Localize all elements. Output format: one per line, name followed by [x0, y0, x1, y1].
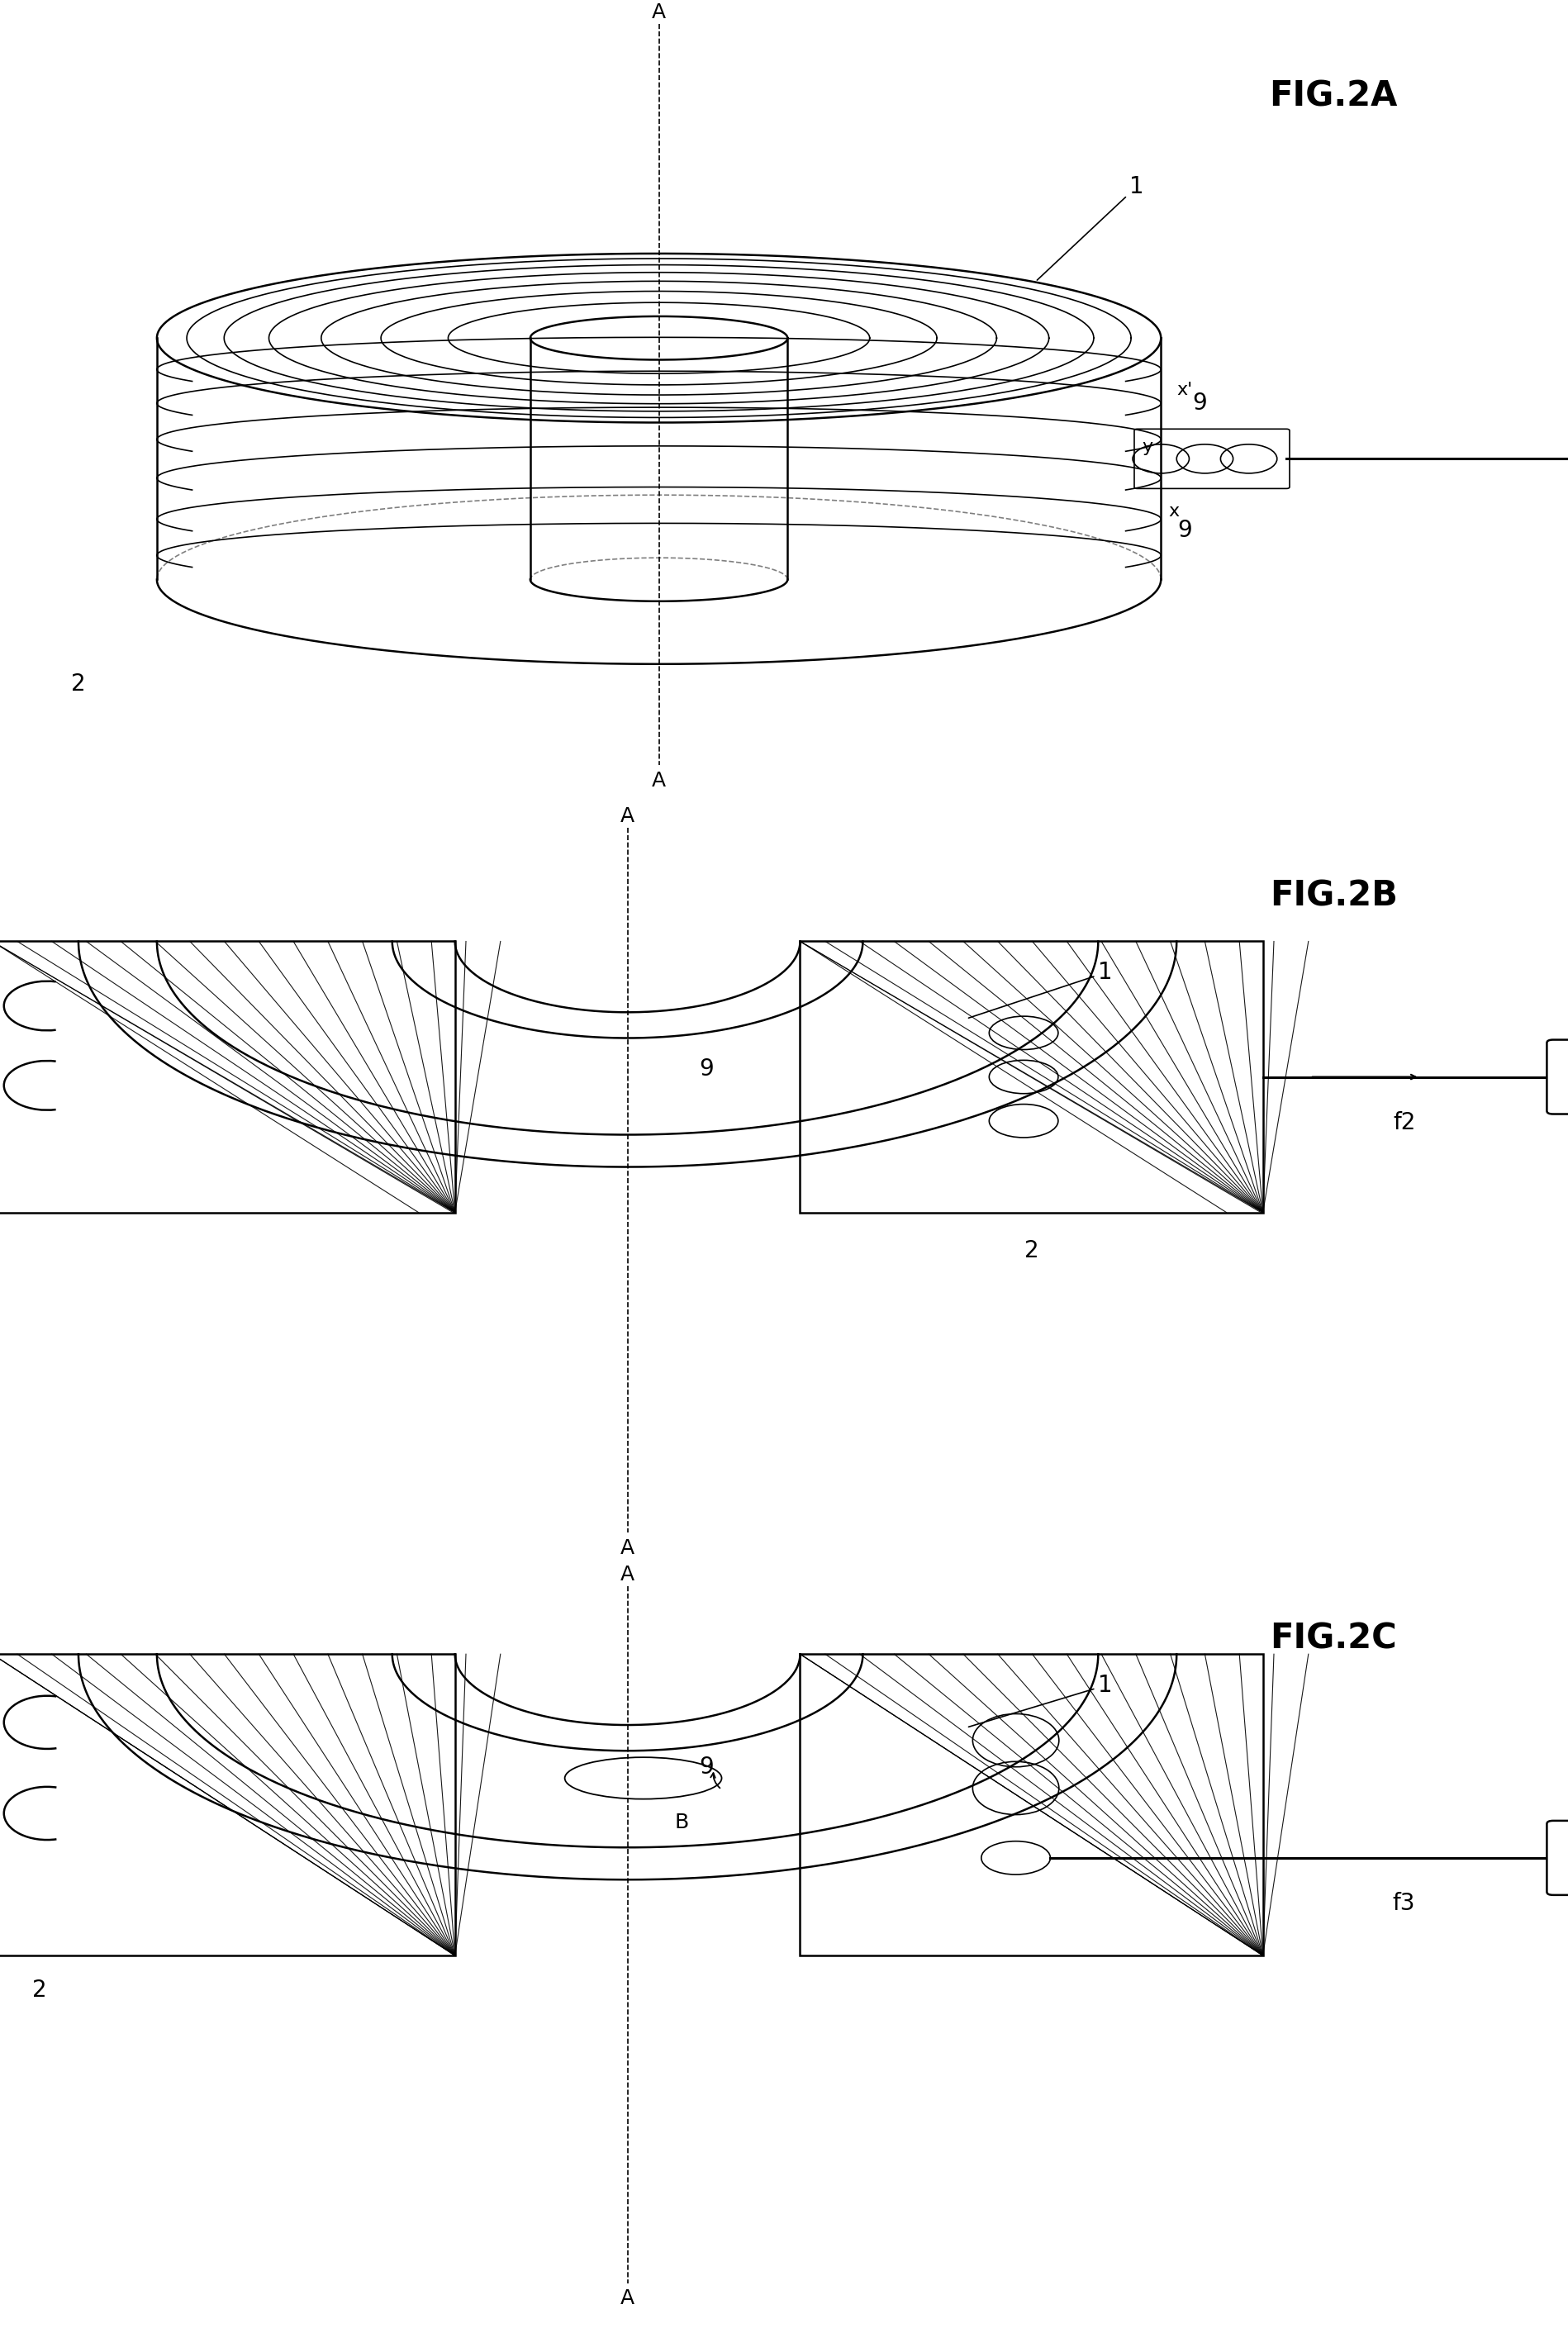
Text: f3: f3 — [1392, 1892, 1414, 1915]
Text: A: A — [651, 770, 666, 791]
Text: FIG.2A: FIG.2A — [1269, 79, 1397, 114]
Text: A: A — [619, 2289, 635, 2307]
Text: x': x' — [1176, 383, 1192, 399]
Text: 9: 9 — [699, 1057, 713, 1080]
Text: 1: 1 — [967, 961, 1112, 1017]
Text: A: A — [619, 1565, 635, 1584]
Text: A: A — [651, 2, 666, 21]
Polygon shape — [0, 940, 455, 1213]
Text: f2: f2 — [1392, 1111, 1414, 1134]
Text: A: A — [619, 807, 635, 826]
Text: 9: 9 — [1176, 520, 1192, 541]
Polygon shape — [800, 1654, 1262, 1955]
Text: FIG.2C: FIG.2C — [1270, 1621, 1396, 1656]
Text: 2: 2 — [71, 672, 86, 695]
Text: B: B — [674, 1813, 688, 1831]
Text: 2: 2 — [31, 1978, 47, 2002]
Text: 9: 9 — [1192, 392, 1206, 415]
Polygon shape — [800, 940, 1262, 1213]
Text: x: x — [1168, 504, 1178, 520]
Text: 2: 2 — [1024, 1239, 1038, 1262]
Text: 1: 1 — [1036, 175, 1143, 280]
Text: 9: 9 — [699, 1754, 713, 1778]
Polygon shape — [0, 1654, 455, 1955]
Text: A: A — [619, 1537, 635, 1558]
Text: 1: 1 — [967, 1673, 1112, 1726]
Text: y: y — [1142, 439, 1152, 455]
Text: FIG.2B: FIG.2B — [1269, 880, 1397, 912]
